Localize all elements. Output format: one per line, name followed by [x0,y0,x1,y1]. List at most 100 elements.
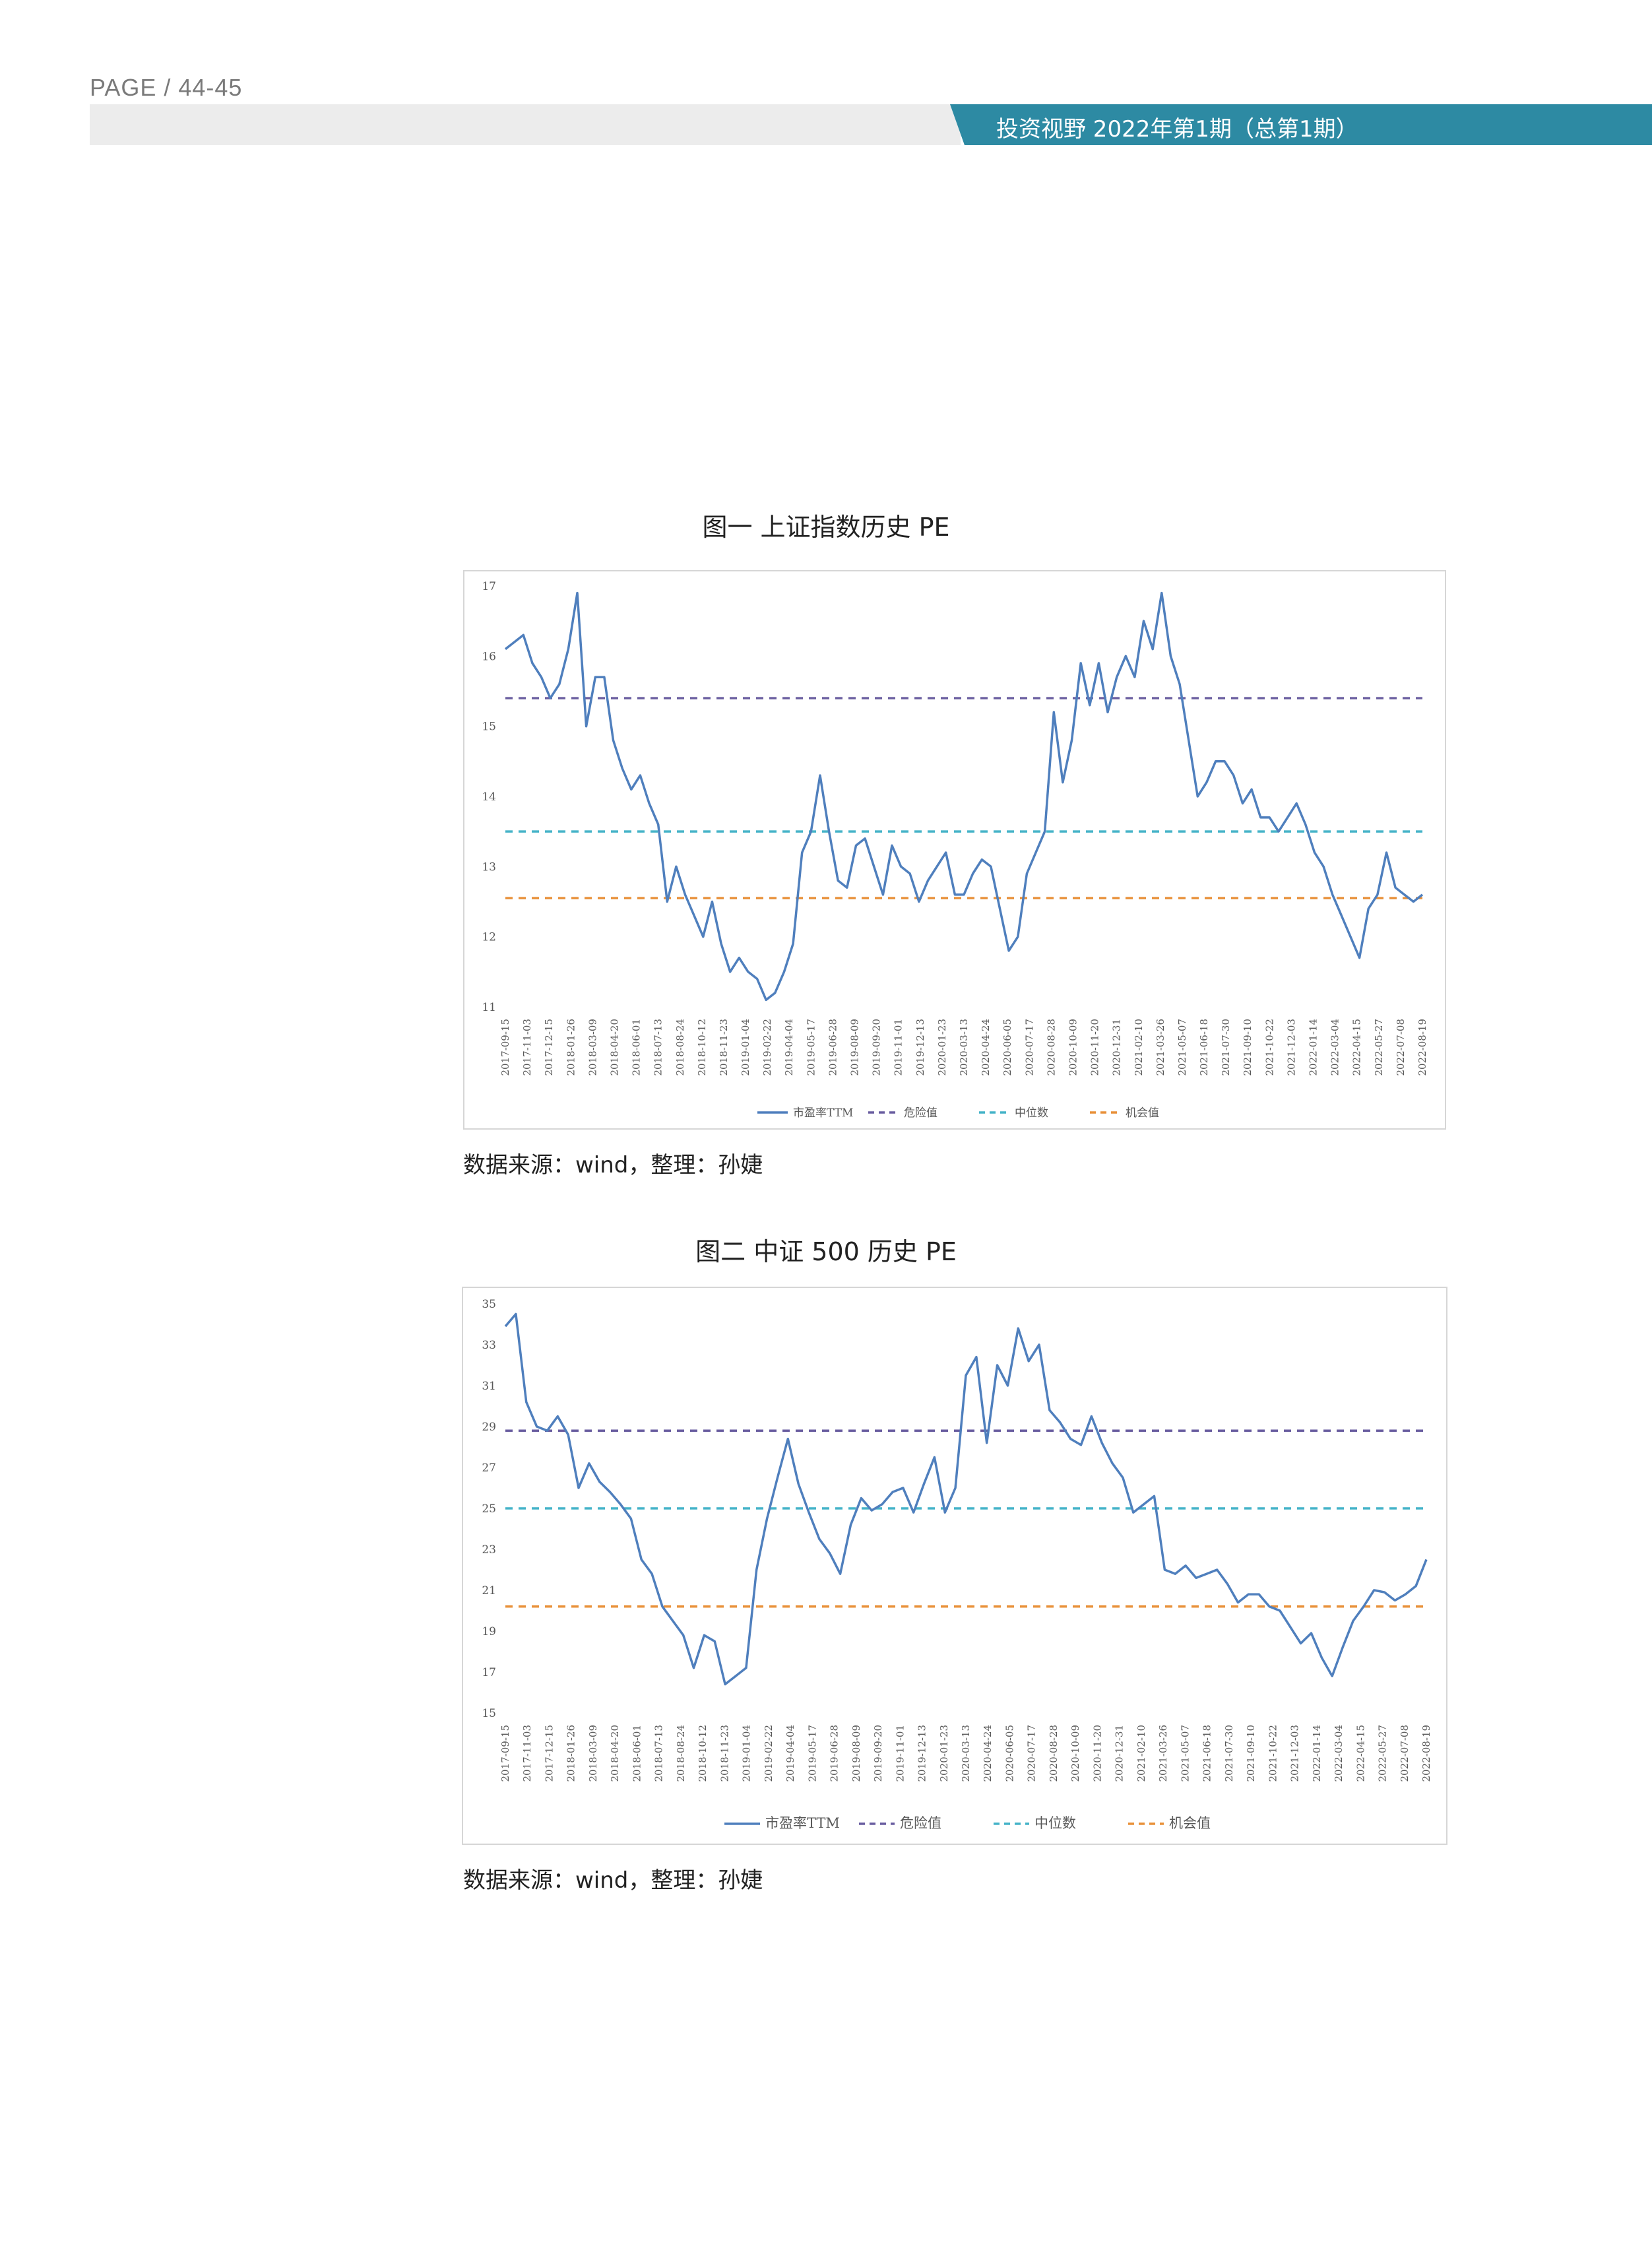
x-tick-label: 2022-05-27 [1373,1019,1385,1076]
legend-label-3: 中位数 [1034,1815,1076,1831]
x-tick-label: 2019-04-04 [783,1019,795,1076]
x-tick-label: 2018-08-24 [675,1725,687,1782]
x-tick-label: 2021-12-03 [1289,1725,1301,1782]
x-tick-label: 2017-12-15 [543,1019,555,1076]
x-tick-label: 2018-03-09 [587,1019,598,1076]
x-tick-label: 2017-09-15 [499,1725,511,1782]
y-tick-label: 17 [482,1666,496,1679]
legend-label-4: 机会值 [1169,1815,1211,1831]
x-tick-label: 2021-09-10 [1245,1725,1257,1782]
x-tick-label: 2019-08-09 [849,1019,861,1076]
x-tick-label: 2019-04-04 [784,1725,796,1782]
y-tick-label: 13 [482,860,496,874]
x-tick-label: 2021-06-18 [1198,1019,1210,1076]
x-tick-label: 2021-07-30 [1220,1019,1232,1076]
x-tick-label: 2018-01-26 [565,1019,577,1076]
x-tick-label: 2020-08-28 [1045,1019,1057,1076]
legend-label-1: 市盈率TTM [793,1107,853,1120]
x-tick-label: 2021-02-10 [1135,1725,1147,1782]
x-tick-label: 2020-07-17 [1023,1019,1035,1076]
y-tick-label: 15 [482,721,496,734]
publication-banner: 投资视野 2022年第1期（总第1期） [950,104,1652,145]
x-tick-label: 2018-04-20 [609,1019,621,1076]
figure-1-source: 数据来源：wind，整理：孙婕 [463,1152,763,1178]
legend-label-1: 市盈率TTM [765,1815,840,1831]
x-tick-label: 2018-10-12 [697,1725,709,1782]
chart-2-frame: 15 17 19 21 23 25 27 29 31 33 35 2017-09-15 2017-11-… [462,1287,1447,1845]
figure-1-title: 图一 上证指数历史 PE [702,513,950,542]
x-tick-label: 2018-10-12 [696,1019,708,1076]
x-tick-label: 2020-11-20 [1089,1019,1101,1076]
legend-label-2: 危险值 [900,1815,941,1831]
x-tick-label: 2022-01-14 [1308,1019,1319,1076]
x-tick-label: 2019-12-13 [914,1019,926,1076]
y-tick-label: 11 [482,1001,496,1014]
x-tick-label: 2019-05-17 [805,1019,817,1076]
x-tick-label: 2020-04-24 [982,1725,994,1782]
y-tick-label: 19 [482,1625,496,1638]
x-tick-label: 2020-04-24 [980,1019,992,1076]
x-tick-label: 2019-06-28 [829,1725,841,1782]
x-tick-label: 2022-07-08 [1395,1019,1407,1076]
x-tick-label: 2018-03-09 [587,1725,599,1782]
x-tick-label: 2019-01-04 [741,1725,753,1782]
x-tick-label: 2021-07-30 [1223,1725,1235,1782]
x-tick-label: 2021-03-26 [1155,1019,1166,1076]
y-tick-label: 14 [482,790,496,804]
x-tick-label: 2020-08-28 [1048,1725,1060,1782]
x-tick-label: 2021-12-03 [1285,1019,1297,1076]
legend-label-3: 中位数 [1015,1107,1048,1120]
x-tick-label: 2019-09-20 [871,1019,883,1076]
x-tick-label: 2019-11-01 [894,1725,906,1782]
x-tick-label: 2017-11-03 [521,1725,533,1782]
x-tick-label: 2022-07-08 [1399,1725,1411,1782]
x-tick-label: 2017-09-15 [499,1019,511,1076]
x-tick-label: 2017-11-03 [521,1019,533,1076]
x-tick-label: 2018-01-26 [565,1725,577,1782]
x-tick-label: 2020-03-13 [960,1725,972,1782]
x-tick-label: 2018-07-13 [652,1019,664,1076]
x-tick-label: 2018-04-20 [609,1725,621,1782]
x-tick-label: 2018-06-01 [631,1725,643,1782]
x-tick-label: 2021-03-26 [1157,1725,1169,1782]
x-tick-label: 2022-03-04 [1329,1019,1341,1076]
x-tick-label: 2019-01-04 [740,1019,751,1076]
x-tick-label: 2021-02-10 [1133,1019,1145,1076]
chart-2: 15 17 19 21 23 25 27 29 31 33 35 2017-09-15 2017-11-… [482,1298,1432,1831]
x-tick-label: 2021-10-22 [1267,1725,1279,1782]
x-tick-label: 2019-02-22 [761,1019,773,1076]
y-tick-label: 33 [482,1339,496,1352]
y-tick-label: 15 [482,1707,496,1720]
y-tick-label: 25 [482,1502,496,1516]
x-tick-label: 2020-10-09 [1069,1725,1081,1782]
x-tick-label: 2022-08-19 [1416,1019,1428,1076]
x-tick-label: 2022-03-04 [1333,1725,1345,1782]
x-tick-label: 2019-12-13 [916,1725,928,1782]
x-tick-label: 2019-11-01 [893,1019,905,1076]
y-tick-label: 17 [482,580,496,593]
legend-label-2: 危险值 [904,1107,937,1120]
y-tick-label: 12 [482,931,496,944]
x-tick-label: 2018-06-01 [631,1019,643,1076]
x-tick-label: 2018-11-23 [718,1019,730,1076]
x-tick-label: 2021-05-07 [1176,1019,1188,1076]
x-tick-label: 2022-04-15 [1354,1725,1366,1782]
x-tick-label: 2021-09-10 [1242,1019,1254,1076]
page-number: PAGE / 44-45 [90,74,243,101]
x-tick-label: 2020-01-23 [936,1019,948,1076]
x-tick-label: 2022-04-15 [1351,1019,1363,1076]
x-tick-label: 2020-12-31 [1114,1725,1126,1782]
chart-1: 11 12 13 14 15 16 17 2017-09-15 2017-11-03 2017-1… [482,580,1428,1120]
x-tick-label: 2017-12-15 [544,1725,556,1782]
x-tick-label: 2020-11-20 [1091,1725,1103,1782]
pe-ttm-line [504,591,1424,1002]
chart-1-frame: 11 12 13 14 15 16 17 2017-09-15 2017-11-03 2017-1… [463,570,1446,1130]
y-tick-label: 27 [482,1462,496,1475]
x-tick-label: 2018-11-23 [718,1725,730,1782]
x-tick-label: 2020-10-09 [1067,1019,1079,1076]
x-tick-label: 2020-03-13 [958,1019,970,1076]
y-tick-label: 31 [482,1380,496,1393]
figure-2-title: 图二 中证 500 历史 PE [695,1237,957,1266]
y-tick-label: 23 [482,1543,496,1557]
x-tick-label: 2019-06-28 [827,1019,839,1076]
